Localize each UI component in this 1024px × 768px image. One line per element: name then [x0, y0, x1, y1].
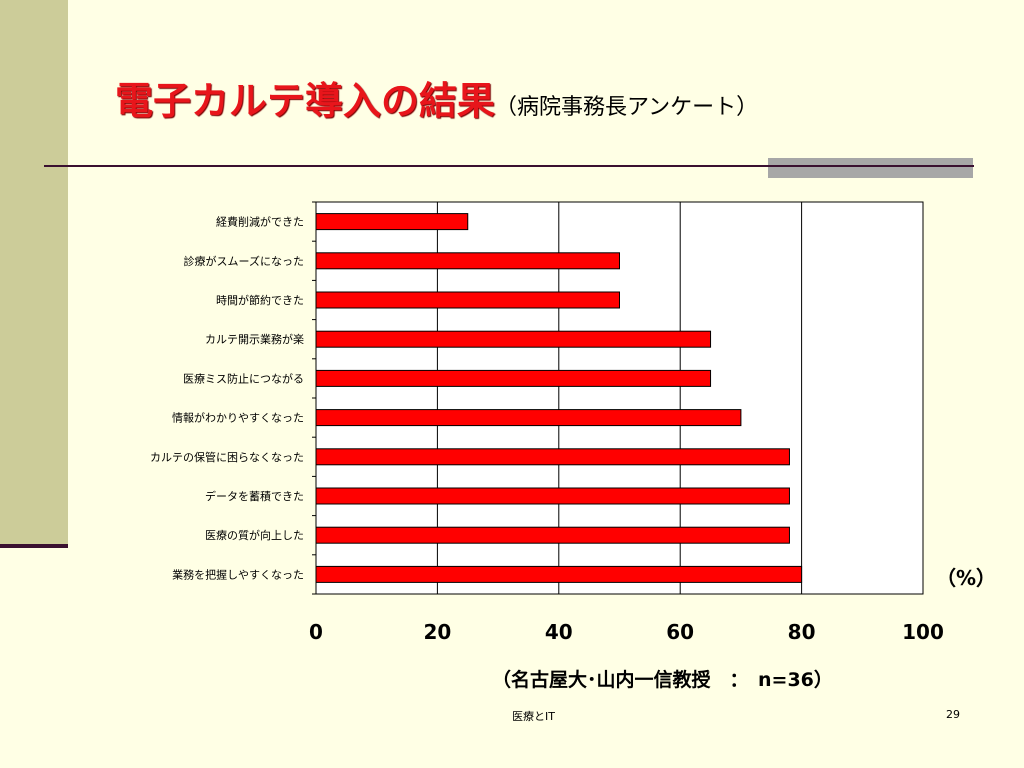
bar: [315, 409, 742, 427]
bar: [315, 487, 790, 505]
bar: [315, 213, 469, 231]
title-subtitle: （病院事務長アンケート）: [495, 95, 759, 120]
left-decorative-band: [0, 0, 68, 546]
footer-title: 医療とIT: [512, 710, 555, 723]
category-label: 医療の質が向上した: [205, 528, 304, 542]
category-label: カルテの保管に困らなくなった: [150, 450, 304, 464]
category-label: カルテ開示業務が楽: [205, 332, 304, 346]
x-tick-label: 80: [788, 620, 816, 644]
category-label: 医療ミス防止につながる: [183, 371, 304, 385]
category-label: データを蓄積できた: [205, 489, 304, 503]
title-main: 電子カルテ導入の結果: [115, 79, 496, 123]
title-rule: [44, 165, 974, 167]
category-label: 診療がスムーズになった: [184, 254, 304, 268]
bar: [315, 330, 712, 348]
bar: [315, 369, 712, 387]
category-label: 業務を把握しやすくなった: [172, 567, 304, 581]
category-label: 経費削減ができた: [216, 215, 304, 229]
slide-title: 電子カルテ導入の結果（病院事務長アンケート）: [115, 70, 758, 125]
bar: [315, 448, 790, 466]
category-label: 時間が節約できた: [216, 293, 304, 307]
x-tick-label: 20: [423, 620, 451, 644]
x-tick-label: 100: [902, 620, 944, 644]
title-rule-accent: [768, 158, 973, 178]
x-tick-label: 0: [309, 620, 323, 644]
x-tick-label: 40: [545, 620, 573, 644]
x-tick-label: 60: [666, 620, 694, 644]
unit-label: （%）: [936, 566, 997, 590]
bar: [315, 565, 803, 583]
title-rule-accent-line: [768, 165, 973, 167]
category-label: 情報がわかりやすくなった: [172, 411, 304, 425]
page-number: 29: [946, 708, 960, 721]
bar: [315, 291, 620, 309]
bar: [315, 252, 620, 270]
source-note: （名古屋大･山内一信教授 ： n=36）: [492, 669, 833, 691]
left-band-underline: [0, 544, 68, 548]
bar: [315, 526, 790, 544]
